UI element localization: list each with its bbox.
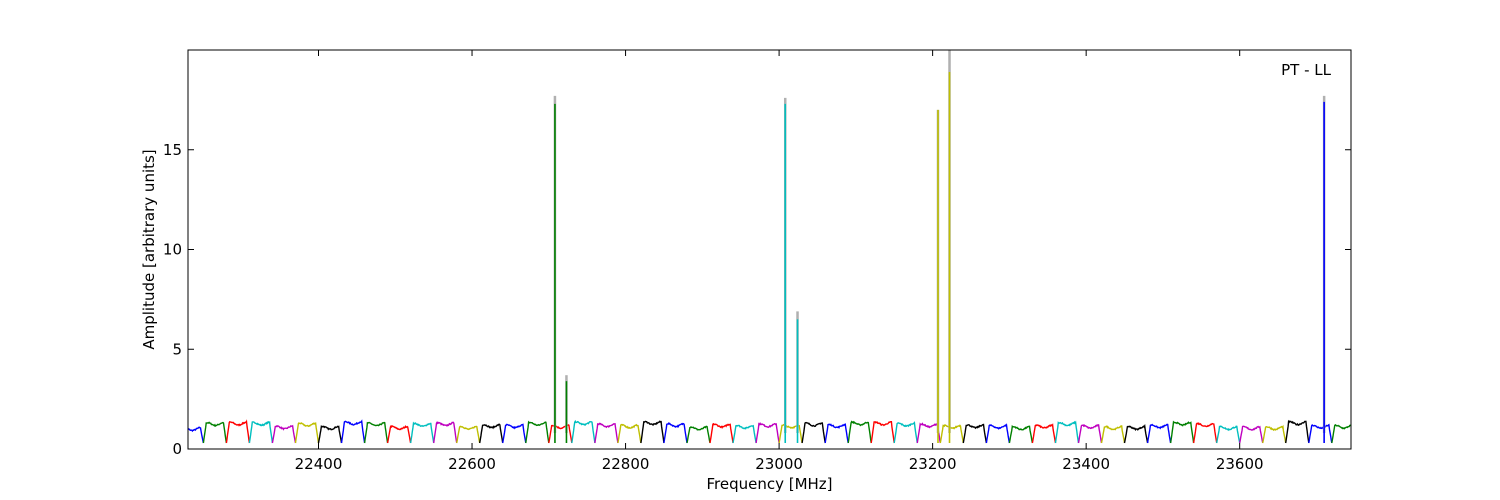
baseline-segment — [732, 424, 757, 444]
baseline-segment — [1169, 420, 1195, 444]
baseline-segment — [317, 425, 343, 444]
baseline-segment — [962, 423, 988, 444]
baseline-segment — [409, 421, 435, 444]
baseline-segment — [755, 421, 780, 444]
baseline-segment — [433, 420, 458, 444]
baseline-segment — [363, 421, 389, 444]
x-tick-label: 23600 — [1216, 455, 1264, 473]
baseline-segment — [225, 419, 251, 444]
baseline-segment — [1239, 425, 1264, 444]
baseline-segment — [709, 422, 734, 444]
baseline-segment — [188, 426, 205, 444]
baseline-segment — [1123, 423, 1149, 444]
baseline-segment — [1146, 423, 1172, 444]
baseline-segment — [824, 423, 849, 444]
baseline-segment — [525, 420, 550, 444]
baseline-segment — [1331, 424, 1351, 444]
baseline-segment — [939, 424, 964, 444]
baseline-segment — [847, 420, 872, 444]
baseline-segment — [1054, 420, 1080, 444]
x-tick-label: 22400 — [295, 455, 343, 473]
plot-frame — [187, 49, 1352, 450]
baseline-segment — [870, 420, 895, 444]
baseline-segment — [1100, 425, 1126, 444]
baseline-segment — [1192, 422, 1218, 444]
x-tick-label: 22600 — [448, 455, 496, 473]
baseline-segment — [248, 420, 274, 444]
y-tick-label: 10 — [163, 241, 182, 259]
baseline-segment — [594, 422, 619, 444]
baseline-segment — [916, 422, 941, 444]
x-tick-label: 23400 — [1062, 455, 1110, 473]
baseline-segment — [1031, 423, 1057, 444]
plot-area — [188, 50, 1351, 444]
y-tick-label: 0 — [172, 440, 182, 458]
baseline-segment — [617, 423, 642, 444]
axis-ticks: 22400 22600 22800 23000 23200 23400 23600 0 5 10 1… — [163, 50, 1351, 473]
baseline-segment — [548, 424, 573, 444]
baseline-segment — [479, 423, 504, 444]
baseline-segment — [1008, 424, 1034, 444]
y-tick-label: 15 — [163, 141, 182, 159]
baseline-segment — [640, 420, 665, 444]
baseline-segment — [271, 424, 297, 444]
baseline-segment — [801, 421, 826, 444]
baseline-segment — [893, 421, 918, 444]
baseline-segment — [456, 425, 481, 444]
baseline-segment — [502, 423, 527, 444]
baseline-segment — [1077, 423, 1103, 444]
baseline-segment — [1262, 424, 1287, 444]
baseline-segment — [340, 419, 366, 444]
x-tick-label: 23000 — [755, 455, 803, 473]
x-tick-label: 23200 — [909, 455, 957, 473]
x-tick-label: 22800 — [602, 455, 650, 473]
y-tick-label: 5 — [172, 340, 182, 358]
baseline-segment — [294, 422, 320, 444]
y-axis-label: Amplitude [arbitrary units] — [140, 149, 158, 349]
baseline-segment — [663, 422, 688, 444]
baseline-segment — [985, 423, 1011, 444]
x-axis-label: Frequency [MHz] — [706, 475, 832, 493]
baseline-segment — [571, 419, 596, 444]
chart-annotation: PT - LL — [1281, 61, 1332, 79]
baseline-segment — [1285, 419, 1310, 444]
baseline-segment — [202, 421, 228, 444]
baseline-segment — [1308, 423, 1333, 444]
baseline-segment — [686, 425, 711, 444]
baseline-segment — [386, 424, 412, 444]
baseline-segment — [1216, 425, 1241, 444]
